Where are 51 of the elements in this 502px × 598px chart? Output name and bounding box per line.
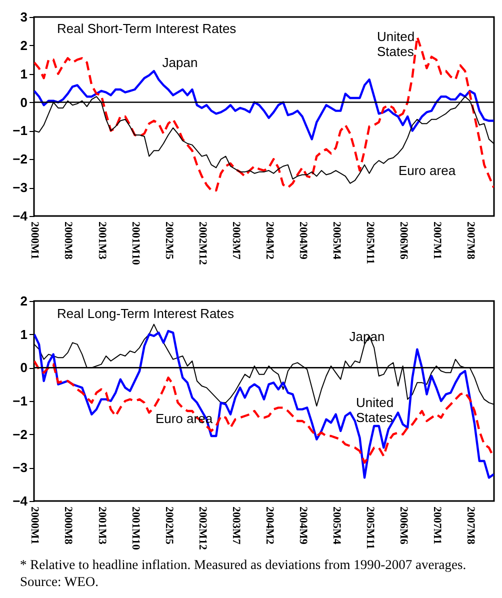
x-tick-label: 2004M9 (296, 506, 309, 545)
series-label: Japan (349, 329, 385, 344)
y-tick-label: 1 (20, 326, 28, 342)
x-tick-label: 2007M1 (430, 506, 443, 544)
x-tick-label: 2004M2 (263, 222, 276, 260)
x-tick-label: 2002M12 (196, 506, 208, 550)
x-tick-label: 2004M9 (296, 222, 309, 260)
series-label: Euro area (398, 163, 456, 178)
x-tick-label: 2000M1 (28, 222, 41, 260)
x-tick-label: 2001M3 (96, 222, 108, 260)
x-tick-label: 2007M8 (464, 222, 476, 260)
y-tick-label: 2 (20, 38, 28, 53)
y-tick-label: −3 (12, 460, 28, 476)
chart-title: Real Short-Term Interest Rates (57, 21, 237, 36)
x-tick-label: 2006M6 (397, 506, 410, 545)
x-tick-label: 2000M8 (62, 506, 74, 545)
y-tick-label: 3 (20, 10, 28, 24)
x-tick-label: 2003M7 (230, 506, 242, 545)
y-tick-label: −1 (12, 394, 28, 408)
x-tick-label: 2001M10 (129, 222, 142, 266)
y-tick-label: −2 (12, 152, 28, 167)
x-tick-label: 2001M10 (129, 506, 142, 550)
y-tick-label: 0 (20, 94, 28, 110)
series-label: Japan (162, 55, 198, 70)
series-label: United States (356, 395, 394, 425)
x-tick-label: 2002M5 (162, 222, 175, 260)
y-tick-label: 2 (20, 294, 28, 308)
x-tick-label: 2005M11 (364, 506, 376, 550)
x-tick-label: 2002M5 (162, 506, 175, 545)
series-label: United States (377, 29, 415, 59)
x-tick-label: 2004M2 (263, 506, 276, 545)
x-tick-label: 2002M12 (196, 222, 208, 266)
y-tick-label: −2 (12, 426, 28, 442)
x-tick-label: 2003M7 (230, 222, 242, 260)
y-tick-label: −1 (12, 123, 28, 138)
y-tick-label: −3 (12, 180, 28, 196)
y-tick-label: 1 (20, 66, 28, 82)
x-tick-label: 2007M1 (430, 222, 443, 260)
text: * Relative to headline inflation. Measured as deviations from 1990-2007 averages. Source: WEO. (20, 556, 468, 590)
y-tick-label: −4 (12, 208, 28, 224)
x-tick-label: 2005M4 (330, 222, 342, 260)
chart-title: Real Long-Term Interest Rates (57, 306, 235, 321)
x-tick-label: 2006M6 (397, 222, 410, 260)
x-tick-label: 2007M8 (464, 506, 476, 545)
x-tick-label: 2005M11 (364, 222, 376, 264)
x-tick-label: 2001M3 (96, 506, 108, 545)
x-tick-label: 2000M1 (28, 506, 41, 544)
x-tick-label: 2005M4 (330, 506, 342, 545)
y-tick-label: 0 (20, 360, 28, 376)
x-tick-label: 2000M8 (62, 222, 74, 260)
y-tick-label: −4 (12, 494, 28, 508)
